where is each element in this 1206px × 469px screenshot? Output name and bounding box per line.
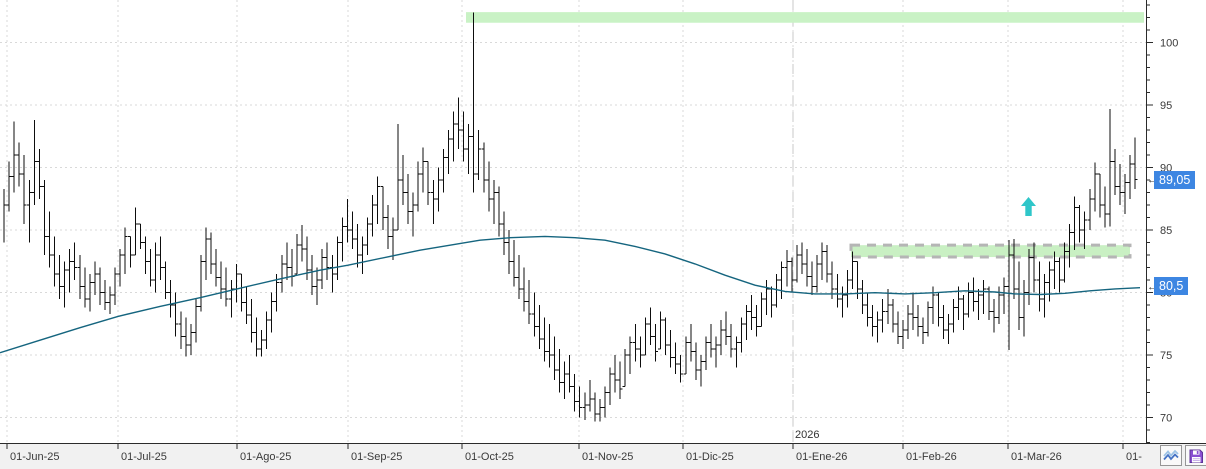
level-price-badge: 80,5 xyxy=(1154,277,1189,295)
x-axis-label: 01-Jun-25 xyxy=(10,451,60,463)
y-axis-label: 100 xyxy=(1160,38,1178,50)
x-axis-label: 01-Sep-25 xyxy=(351,451,402,463)
price-marker-arrow: ← xyxy=(1147,281,1158,293)
price-marker-arrow: ← xyxy=(1147,174,1158,186)
y-axis-label: 95 xyxy=(1160,100,1172,112)
save-chart-button[interactable] xyxy=(1185,445,1206,466)
x-axis-label: 01-Feb-26 xyxy=(906,451,957,463)
year-label: 2026 xyxy=(795,429,820,441)
y-axis-label: 85 xyxy=(1160,225,1172,237)
time-axis-panel xyxy=(0,443,1206,469)
y-axis-label: 75 xyxy=(1160,350,1172,362)
save-icon xyxy=(1188,448,1204,464)
ohlc-bars xyxy=(3,12,1138,422)
resistance-band xyxy=(466,12,1144,23)
support-band xyxy=(849,243,1132,259)
zigzag-chart-icon xyxy=(1163,448,1179,464)
x-axis-label: 01-Nov-25 xyxy=(582,451,633,463)
last-price-badge: 89,05 xyxy=(1154,171,1196,189)
x-axis-label: 01-Jul-25 xyxy=(121,451,167,463)
line-chart-button[interactable] xyxy=(1160,445,1182,466)
x-axis-label: 01-Dic-25 xyxy=(686,451,734,463)
x-axis-label: 01-Mar-26 xyxy=(1011,451,1062,463)
x-axis-label: 01-Oct-25 xyxy=(465,451,514,463)
x-axis-label: 01-Ene-26 xyxy=(796,451,847,463)
y-axis-label: 70 xyxy=(1160,413,1172,425)
x-axis-label: 01- xyxy=(1126,451,1142,463)
moving-average-line xyxy=(0,235,1141,354)
up-arrow-annotation xyxy=(1021,197,1036,216)
price-axis-panel xyxy=(1146,0,1206,443)
x-axis-label: 01-Ago-25 xyxy=(240,451,291,463)
